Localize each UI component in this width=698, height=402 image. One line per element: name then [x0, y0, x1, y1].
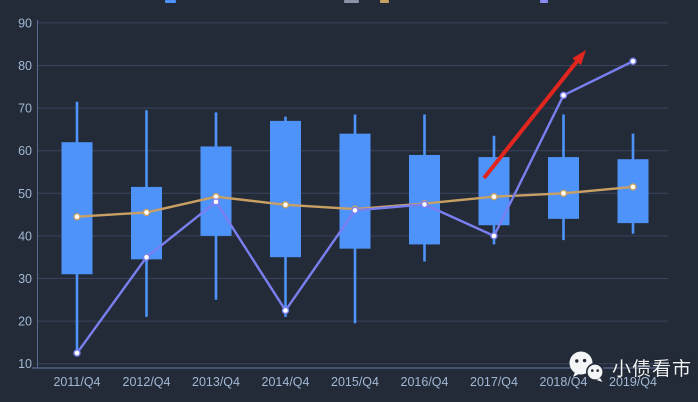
purple-trend-line-dot [629, 57, 637, 65]
orange-trend-line-dot [559, 189, 568, 198]
y-tick-label: 80 [18, 59, 32, 73]
candle-box [617, 159, 649, 224]
purple-trend-line-dot [490, 232, 498, 240]
trend-arrow-head [572, 50, 586, 66]
purple-trend-line-dot [73, 349, 81, 357]
y-tick-label: 30 [18, 272, 32, 286]
candle-box [61, 142, 93, 275]
legend-item-fragment[interactable] [165, 0, 176, 3]
y-tick-label: 60 [18, 144, 32, 158]
candle-box [409, 154, 440, 245]
purple-trend-line-dot [351, 206, 359, 215]
y-tick-label: 10 [18, 357, 32, 371]
x-tick-label: 2018/Q4 [540, 375, 588, 389]
x-tick-label: 2017/Q4 [470, 375, 518, 389]
orange-trend-line-dot [490, 193, 498, 201]
orange-trend-line-dot [281, 201, 290, 209]
legend-item-fragment[interactable] [344, 0, 359, 3]
orange-trend-line-dot [629, 183, 637, 191]
purple-trend-line-dot [212, 198, 220, 206]
x-tick-label: 2016/Q4 [401, 375, 449, 389]
trend-arrow-shaft [482, 58, 580, 180]
x-tick-label: 2011/Q4 [53, 375, 100, 389]
legend-item-fragment[interactable] [380, 0, 389, 3]
purple-trend-line-dot [281, 306, 290, 315]
y-tick-label: 20 [18, 315, 32, 329]
legend-item-fragment[interactable] [540, 0, 548, 3]
candle-box [339, 133, 371, 249]
candle-box [131, 186, 162, 260]
orange-trend-line-dot [142, 208, 151, 217]
x-tick-label: 2012/Q4 [123, 375, 171, 389]
x-tick-label: 2014/Q4 [262, 375, 310, 389]
wechat-logo-icon [569, 351, 604, 382]
x-tick-label: 2013/Q4 [192, 375, 240, 389]
candle-box [270, 120, 301, 258]
y-tick-label: 50 [18, 187, 32, 201]
purple-trend-line-dot [420, 200, 429, 209]
y-tick-label: 40 [18, 229, 32, 243]
candle-box [200, 146, 232, 236]
watermark-text: 小债看市 [612, 358, 693, 380]
y-tick-label: 90 [18, 16, 32, 30]
purple-trend-line-dot [559, 91, 568, 100]
candle-box [548, 157, 579, 219]
orange-trend-line-dot [73, 213, 81, 221]
purple-trend-line-dot [142, 253, 151, 261]
x-tick-label: 2015/Q4 [331, 375, 379, 389]
y-tick-label: 70 [18, 102, 32, 116]
watermark: 小债看市 [566, 350, 692, 384]
x-tick-label: 2019/Q4 [609, 375, 657, 389]
